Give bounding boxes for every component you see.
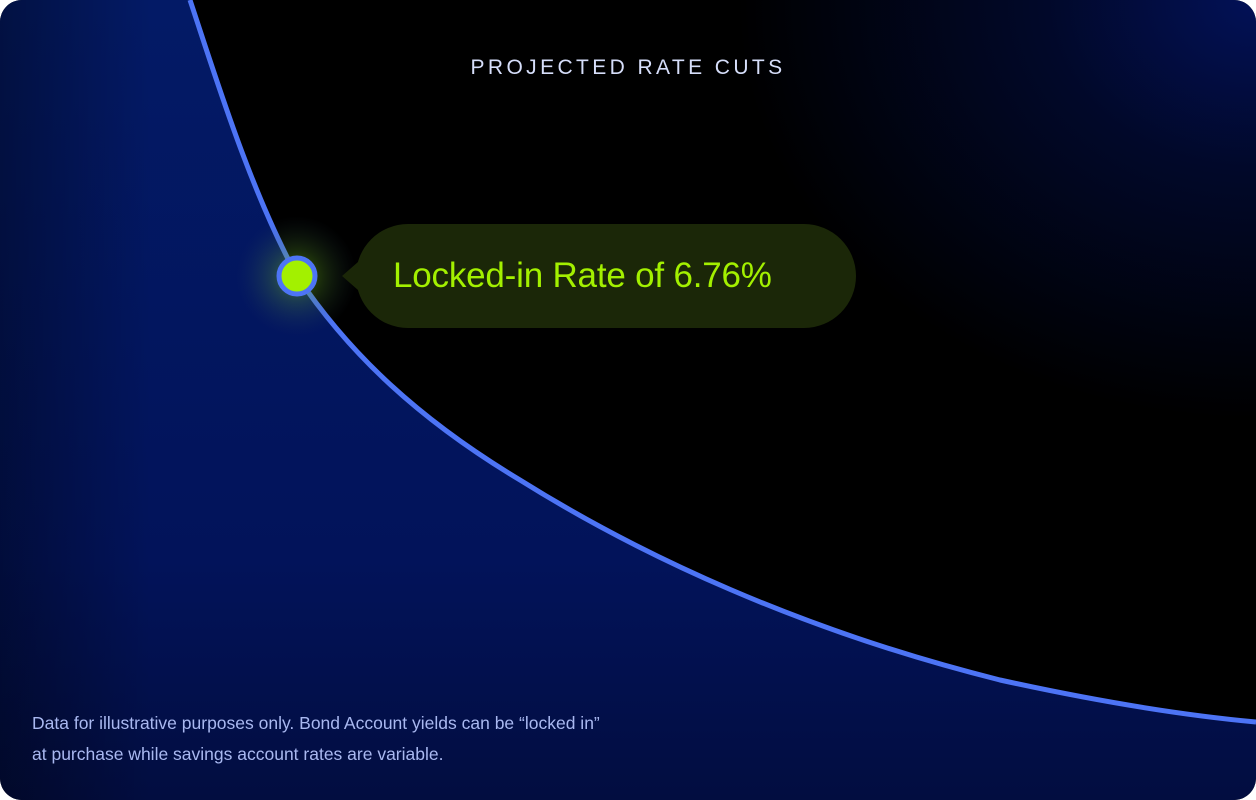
- disclaimer-footnote: Data for illustrative purposes only. Bon…: [32, 708, 792, 770]
- rate-curve-line: [187, 0, 1256, 725]
- footnote-line-1: Data for illustrative purposes only. Bon…: [32, 713, 600, 733]
- chart-title: PROJECTED RATE CUTS: [470, 56, 786, 79]
- footnote-line-2: at purchase while savings account rates …: [32, 744, 444, 764]
- locked-rate-tooltip: Locked-in Rate of 6.76%: [342, 224, 856, 328]
- tooltip-label: Locked-in Rate of 6.76%: [393, 256, 772, 295]
- locked-rate-marker[interactable]: [276, 255, 318, 297]
